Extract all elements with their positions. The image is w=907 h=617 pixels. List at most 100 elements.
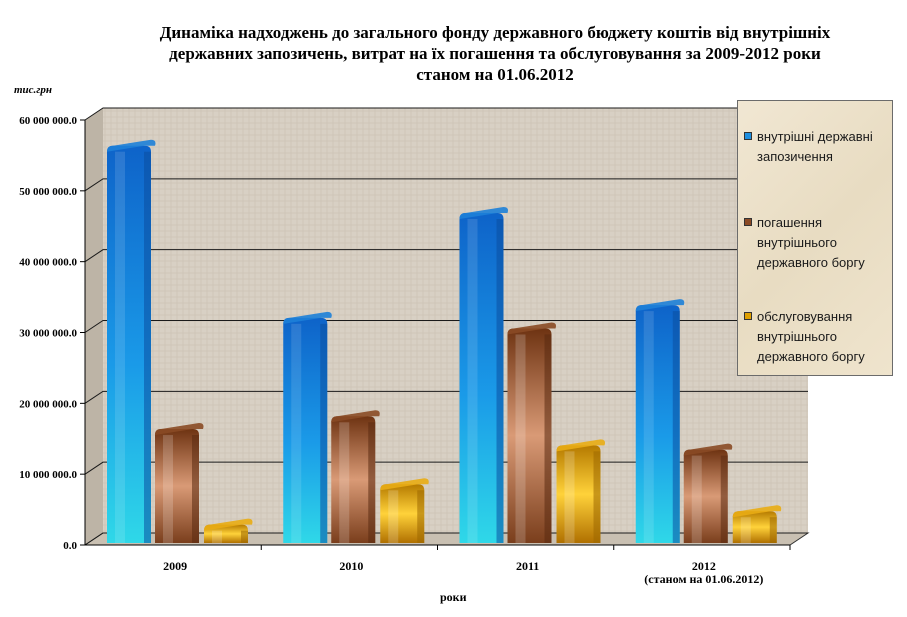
- bar-borrowing-top: [107, 139, 156, 152]
- bar-borrowing: [459, 207, 508, 543]
- bar-borrowing-highlight: [115, 151, 125, 544]
- legend-item-servicing: обслуговування внутрішнього державного б…: [744, 307, 890, 367]
- bar-servicing-top: [556, 439, 605, 452]
- bar-repayment-top: [507, 322, 556, 335]
- bar-repayment-side: [192, 435, 199, 543]
- bar-borrowing-top: [283, 311, 332, 324]
- bar-servicing-highlight: [740, 517, 751, 543]
- bar-servicing: [732, 505, 782, 543]
- bar-borrowing-side: [496, 219, 504, 543]
- x-tick-label: 2012: [692, 559, 716, 573]
- legend-label: внутрішні державні: [757, 129, 873, 144]
- bar-repayment: [507, 322, 556, 543]
- bar-repayment: [331, 410, 380, 543]
- bar-servicing-highlight: [564, 451, 575, 543]
- legend-swatch-servicing: [744, 312, 752, 320]
- bar-borrowing: [107, 139, 156, 544]
- y-tick-label: 20 000 000.0: [19, 398, 77, 410]
- legend-label: погашення: [757, 215, 823, 230]
- gridline: [84, 107, 808, 121]
- bar-borrowing-top: [635, 299, 685, 312]
- bar-servicing-front: [732, 511, 777, 543]
- bar-repayment: [155, 423, 204, 543]
- bar-servicing-top: [380, 478, 429, 491]
- chart-title: Динаміка надходжень до загального фонду …: [110, 22, 880, 85]
- gridline: [84, 178, 808, 192]
- bar-repayment-highlight: [515, 334, 526, 543]
- bar-servicing-side: [769, 517, 777, 543]
- title-line: станом на 01.06.2012: [416, 65, 574, 84]
- bar-repayment-front: [155, 429, 199, 543]
- bar-borrowing-front: [283, 317, 328, 543]
- bar-repayment-front: [331, 416, 376, 543]
- legend-label: запозичення: [757, 149, 833, 164]
- legend-label: внутрішнього: [757, 235, 837, 250]
- bar-borrowing-top: [459, 207, 508, 219]
- bar-borrowing-front: [635, 305, 680, 543]
- bar-borrowing-highlight: [643, 311, 654, 543]
- bar-servicing-side: [417, 490, 425, 543]
- bar-borrowing: [283, 311, 332, 543]
- x-tick-label: 2010: [339, 559, 363, 573]
- bar-repayment-side: [544, 334, 552, 543]
- bar-repayment-top: [155, 423, 204, 436]
- bar-servicing: [204, 518, 253, 543]
- bar-borrowing-highlight: [467, 219, 478, 543]
- legend-item-borrowing: внутрішні державні запозичення: [744, 127, 890, 167]
- bar-borrowing-front: [107, 145, 151, 544]
- y-tick-label: 0.0: [63, 540, 77, 552]
- bar-servicing-highlight: [212, 530, 222, 543]
- legend-label: державного боргу: [757, 349, 865, 364]
- bar-repayment-front: [683, 449, 728, 543]
- bar-repayment-front: [507, 328, 552, 543]
- x-tick-label: (станом на 01.06.2012): [644, 572, 763, 586]
- bar-servicing-front: [556, 445, 601, 543]
- x-tick-labels: 2009 2010 2011 2012(станом на 01.06.2012): [163, 545, 791, 586]
- bar-repayment-top: [683, 443, 733, 456]
- x-axis-title: роки: [440, 590, 467, 604]
- bar-servicing-front: [380, 484, 425, 543]
- bar-repayment-side: [720, 455, 728, 543]
- bar-repayment-top: [331, 410, 380, 423]
- y-axis-unit-label: тис.грн: [14, 84, 52, 96]
- bar-repayment-highlight: [691, 455, 702, 543]
- legend-label: обслуговування: [757, 309, 853, 324]
- legend: внутрішні державні запозичення погашення…: [737, 100, 893, 376]
- y-tick-label: 30 000 000.0: [19, 328, 77, 340]
- bar-borrowing-highlight: [291, 323, 302, 543]
- x-tick-label: 2009: [163, 559, 187, 573]
- gridline: [84, 390, 808, 404]
- bar-servicing-front: [204, 524, 248, 543]
- legend-label: внутрішнього: [757, 329, 837, 344]
- bar-borrowing-side: [320, 323, 328, 543]
- y-tick-labels: 0.0 10 000 000.0 20 000 000.0 30 000 000.0 4…: [19, 115, 85, 552]
- y-tick-label: 10 000 000.0: [19, 469, 77, 481]
- bar-repayment-side: [368, 422, 376, 543]
- x-tick-label: 2011: [516, 559, 539, 573]
- legend-swatch-repayment: [744, 218, 752, 226]
- bar-borrowing-front: [459, 213, 504, 543]
- bar-servicing: [556, 439, 605, 543]
- gridline: [84, 249, 808, 263]
- bar-repayment-highlight: [163, 435, 173, 543]
- bar-servicing: [380, 478, 429, 543]
- bar-servicing-top: [732, 505, 782, 518]
- bar-repayment: [683, 443, 733, 543]
- y-tick-label: 50 000 000.0: [19, 186, 77, 198]
- bar-borrowing-side: [672, 311, 680, 543]
- bar-borrowing-side: [144, 151, 151, 544]
- bars-group: [107, 139, 782, 544]
- bar-borrowing: [635, 299, 685, 543]
- bar-servicing-side: [241, 530, 248, 543]
- bar-servicing-side: [593, 451, 601, 543]
- legend-swatch-borrowing: [744, 132, 752, 140]
- bar-servicing-highlight: [388, 490, 399, 543]
- bar-repayment-highlight: [339, 422, 350, 543]
- legend-label: державного боргу: [757, 255, 865, 270]
- y-tick-label: 60 000 000.0: [19, 115, 77, 127]
- gridline: [84, 320, 808, 333]
- title-line: державних запозичень, витрат на їх погаш…: [169, 44, 821, 63]
- y-tick-label: 40 000 000.0: [19, 257, 77, 269]
- legend-item-repayment: погашення внутрішнього державного боргу: [744, 213, 890, 273]
